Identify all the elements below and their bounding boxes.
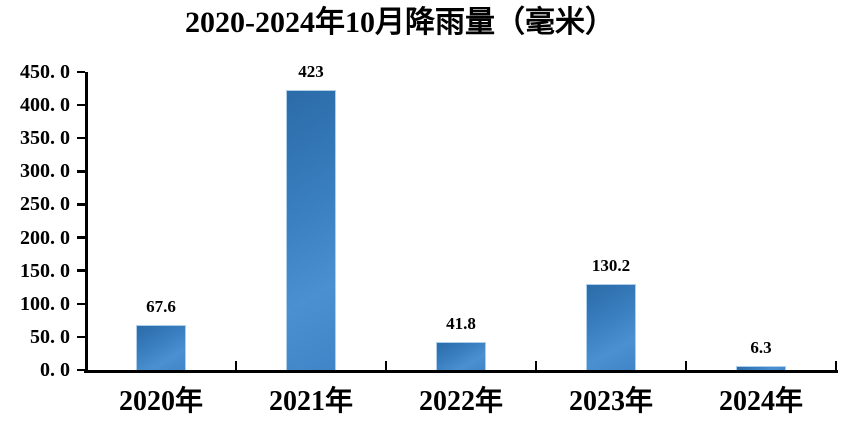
y-axis-tick	[77, 70, 85, 74]
y-axis-tick	[77, 203, 85, 206]
bar-value-label: 130.2	[591, 255, 631, 275]
bar	[436, 342, 486, 370]
bar	[286, 89, 336, 370]
y-axis-tick	[77, 368, 85, 372]
bar-value-label: 41.8	[446, 314, 476, 334]
y-axis-line	[85, 72, 88, 373]
y-axis-tick	[77, 170, 85, 173]
x-axis-tick	[384, 361, 388, 370]
bar	[136, 325, 186, 370]
y-axis-tick	[77, 236, 85, 239]
x-axis-line	[84, 370, 838, 373]
y-axis-tick	[77, 335, 85, 339]
bar-value-label: 6.3	[750, 337, 772, 357]
x-axis-category-label: 2020年	[118, 386, 203, 417]
chart-title: 2020-2024年10月降雨量（毫米）	[185, 6, 615, 39]
x-axis-category-label: 2021年	[268, 386, 353, 417]
y-axis-tick-label: 300. 0	[20, 160, 70, 183]
y-axis-tick-label: 250. 0	[20, 193, 70, 216]
x-axis-tick	[534, 361, 538, 370]
bar	[586, 283, 636, 370]
y-axis-tick	[77, 269, 85, 272]
y-axis-tick-label: 350. 0	[20, 127, 70, 150]
x-axis-tick	[234, 361, 238, 370]
y-axis-tick-label: 100. 0	[20, 292, 70, 315]
x-axis-tick	[684, 361, 688, 370]
x-axis-category-label: 2023年	[568, 386, 653, 417]
x-axis-tick	[834, 361, 838, 370]
x-axis-category-label: 2022年	[418, 386, 503, 417]
y-axis-tick-label: 400. 0	[20, 94, 70, 117]
y-axis-tick-label: 0. 0	[40, 359, 70, 381]
y-axis-tick	[77, 136, 85, 140]
bar-value-label: 67.6	[146, 297, 176, 317]
bar-value-label: 423	[298, 61, 324, 81]
x-axis-tick	[84, 361, 88, 370]
y-axis-tick-label: 200. 0	[20, 226, 70, 249]
y-axis-tick	[77, 302, 85, 306]
bar	[736, 365, 786, 370]
y-axis-tick-label: 150. 0	[20, 259, 70, 282]
y-axis-tick-label: 50. 0	[30, 325, 70, 348]
x-axis-category-label: 2024年	[718, 386, 803, 417]
y-axis-tick-label: 450. 0	[20, 61, 70, 83]
y-axis-tick	[77, 103, 85, 107]
